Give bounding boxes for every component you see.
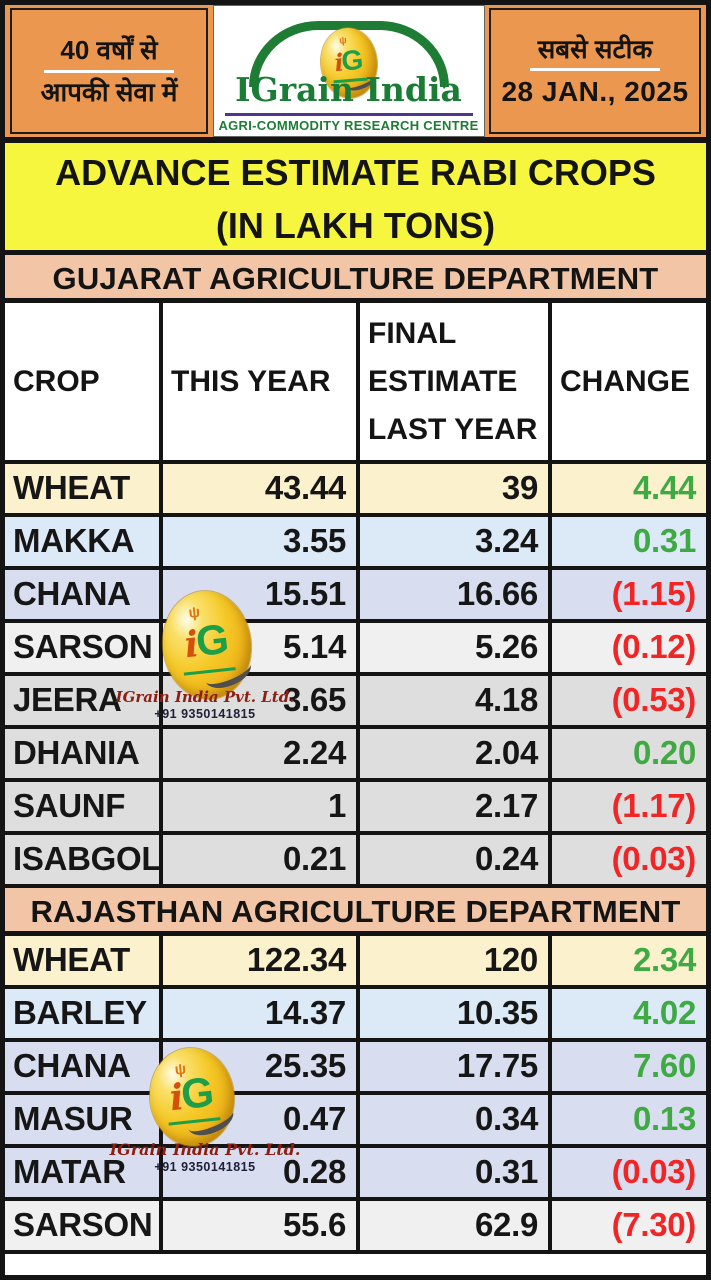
watermark-company: IGrain India Pvt. Ltd. [109, 1140, 301, 1159]
table-row: SARSON 5.14 5.26 (0.12) [5, 623, 706, 676]
date-divider [530, 68, 660, 72]
table-row: CHANA 15.51 16.66 (1.15) [5, 570, 706, 623]
last-year-cell: 0.24 [360, 835, 552, 884]
slogan-divider [44, 69, 174, 73]
table-row: MAKKA 3.55 3.24 0.31 [5, 517, 706, 570]
change-cell: 4.02 [552, 989, 706, 1038]
this-year-cell: 2.24 [163, 729, 360, 778]
this-year-cell: 14.37 [163, 989, 360, 1038]
report-date: 28 JAN., 2025 [501, 76, 689, 108]
this-year-cell: 55.6 [163, 1201, 360, 1250]
table-row: SARSON 55.6 62.9 (7.30) [5, 1201, 706, 1254]
crop-name-cell: MATAR [5, 1148, 163, 1197]
last-year-cell: 3.24 [360, 517, 552, 566]
monogram-g: G [193, 614, 232, 665]
change-cell: (1.15) [552, 570, 706, 619]
table-row: DHANIA 2.24 2.04 0.20 [5, 729, 706, 782]
crop-name-cell: ISABGOL [5, 835, 163, 884]
last-year-cell: 16.66 [360, 570, 552, 619]
last-year-cell: 2.04 [360, 729, 552, 778]
change-cell: (0.12) [552, 623, 706, 672]
last-year-cell: 5.26 [360, 623, 552, 672]
last-year-cell: 10.35 [360, 989, 552, 1038]
change-cell: (1.17) [552, 782, 706, 831]
column-header-last-year: FINAL ESTIMATE LAST YEAR [360, 303, 552, 460]
last-year-cell: 62.9 [360, 1201, 552, 1250]
table-row: JEERA 3.65 4.18 (0.53) [5, 676, 706, 729]
crop-name-cell: BARLEY [5, 989, 163, 1038]
masthead-slogan-box: 40 वर्षों से आपकी सेवा में [10, 8, 208, 134]
crop-name-cell: MAKKA [5, 517, 163, 566]
crop-name-cell: MASUR [5, 1095, 163, 1144]
last-year-cell: 2.17 [360, 782, 552, 831]
change-cell: 0.31 [552, 517, 706, 566]
change-cell: (7.30) [552, 1201, 706, 1250]
title-line1: ADVANCE ESTIMATE RABI CROPS [55, 152, 656, 193]
change-cell: 0.20 [552, 729, 706, 778]
watermark-phone: +91 9350141815 [154, 1160, 256, 1174]
last-year-cell: 17.75 [360, 1042, 552, 1091]
last-year-cell: 0.34 [360, 1095, 552, 1144]
watermark-company: IGrain India Pvt. Ltd. [115, 688, 295, 706]
this-year-cell: 0.28 [163, 1148, 360, 1197]
section-banner-rajasthan: RAJASTHAN AGRICULTURE DEPARTMENT [5, 888, 706, 936]
slogan-line1: 40 वर्षों से [60, 35, 158, 65]
this-year-cell: 5.14 [163, 623, 360, 672]
column-header-row: CROP THIS YEAR FINAL ESTIMATE LAST YEAR CHA… [5, 303, 706, 464]
crop-name-cell: DHANIA [5, 729, 163, 778]
crop-name-cell: JEERA [5, 676, 163, 725]
last-year-cell: 120 [360, 936, 552, 985]
change-cell: 0.13 [552, 1095, 706, 1144]
section-banner-gujarat: GUJARAT AGRICULTURE DEPARTMENT [5, 255, 706, 303]
brand-subtitle: AGRI-COMMODITY RESEARCH CENTRE [218, 118, 479, 133]
crop-name-cell: SAUNF [5, 782, 163, 831]
last-year-cell: 39 [360, 464, 552, 513]
watermark-text: IGrain India Pvt. Ltd. +91 9350141815 [105, 1140, 305, 1174]
change-cell: (0.03) [552, 835, 706, 884]
table-row: MATAR 0.28 0.31 (0.03) [5, 1148, 706, 1201]
table-row: ISABGOL 0.21 0.24 (0.03) [5, 835, 706, 888]
last-year-cell: 4.18 [360, 676, 552, 725]
watermark-text: IGrain India Pvt. Ltd. +91 9350141815 [110, 688, 300, 721]
column-header-this-year: THIS YEAR [163, 303, 360, 460]
column-header-change: CHANGE [560, 364, 691, 398]
last-year-cell: 0.31 [360, 1148, 552, 1197]
change-cell: (0.53) [552, 676, 706, 725]
crop-name-cell: WHEAT [5, 464, 163, 513]
table-row: BARLEY 14.37 10.35 4.02 [5, 989, 706, 1042]
watermark-phone: +91 9350141815 [154, 707, 256, 721]
masthead-date-box: सबसे सटीक 28 JAN., 2025 [489, 8, 701, 134]
report-title: ADVANCE ESTIMATE RABI CROPS (IN LAKH TON… [5, 143, 706, 255]
change-cell: 4.44 [552, 464, 706, 513]
crop-name-cell: WHEAT [5, 936, 163, 985]
brand-name: IGrain India [235, 70, 462, 109]
table-row: SAUNF 1 2.17 (1.17) [5, 782, 706, 835]
table-row: CHANA 25.35 17.75 7.60 [5, 1042, 706, 1095]
crop-name-cell: CHANA [5, 570, 163, 619]
slogan-line2: आपकी सेवा में [40, 76, 178, 107]
crop-name-cell: CHANA [5, 1042, 163, 1091]
crop-name-cell: SARSON [5, 1201, 163, 1250]
this-year-cell: 3.55 [163, 517, 360, 566]
table-row: MASUR 0.47 0.34 0.13 [5, 1095, 706, 1148]
change-cell: 2.34 [552, 936, 706, 985]
crop-name-cell: SARSON [5, 623, 163, 672]
table-row: WHEAT 43.44 39 4.44 [5, 464, 706, 517]
this-year-cell: 1 [163, 782, 360, 831]
column-header-crop: CROP [5, 303, 163, 460]
accuracy-line: सबसे सटीक [537, 33, 653, 64]
change-cell: (0.03) [552, 1148, 706, 1197]
brand-underline [224, 113, 473, 116]
change-cell: 7.60 [552, 1042, 706, 1091]
this-year-cell: 122.34 [163, 936, 360, 985]
this-year-cell: 43.44 [163, 464, 360, 513]
table-row: WHEAT 122.34 120 2.34 [5, 936, 706, 989]
title-line2: (IN LAKH TONS) [215, 205, 496, 246]
this-year-cell: 0.21 [163, 835, 360, 884]
crops-table: GUJARAT AGRICULTURE DEPARTMENT CROP THIS Y… [5, 255, 706, 1254]
